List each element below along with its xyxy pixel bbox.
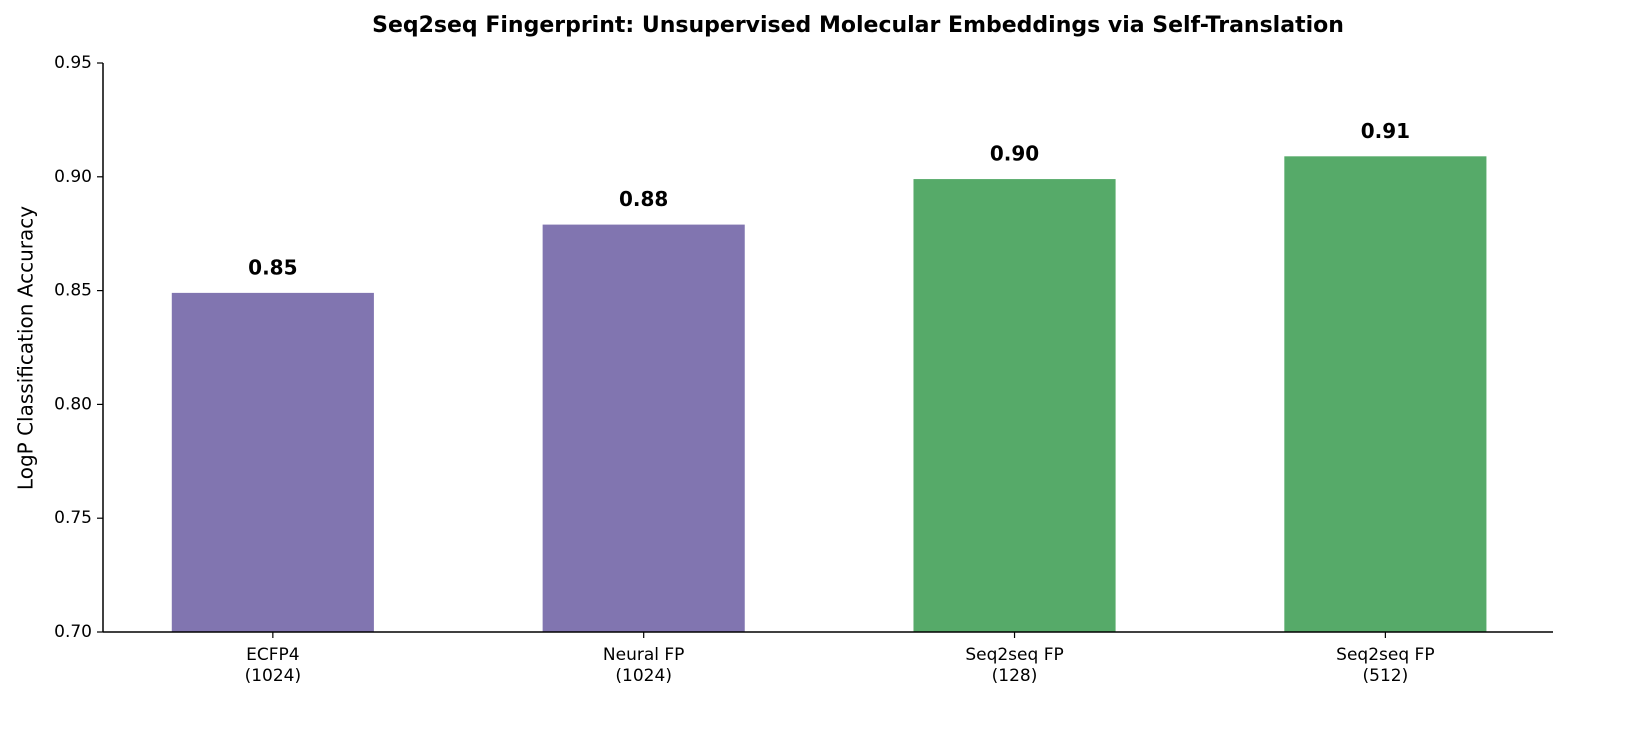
x-tick-label: ECFP4 (1024) (244, 645, 302, 686)
value-label: 0.85 (248, 255, 297, 279)
bar (1284, 156, 1487, 633)
x-tick-label: Neural FP (1024) (602, 645, 685, 686)
chart-title: Seq2seq Fingerprint: Unsupervised Molecu… (372, 13, 1344, 38)
y-tick-label: 0.85 (54, 281, 92, 301)
value-label: 0.91 (1361, 119, 1410, 143)
y-tick-label: 0.95 (54, 53, 92, 73)
y-tick-label: 0.75 (54, 508, 92, 528)
x-tick-label: Seq2seq FP (128) (965, 645, 1064, 686)
y-tick-label: 0.70 (54, 622, 92, 642)
value-label: 0.88 (619, 187, 668, 211)
bar (913, 179, 1116, 633)
bar (542, 224, 745, 632)
bar (171, 292, 374, 632)
y-tick-label: 0.80 (54, 394, 92, 414)
x-tick-label: Seq2seq FP (512) (1336, 645, 1435, 686)
value-label: 0.90 (990, 142, 1039, 166)
y-axis-label: LogP Classification Accuracy (14, 206, 38, 490)
y-tick-label: 0.90 (54, 167, 92, 187)
